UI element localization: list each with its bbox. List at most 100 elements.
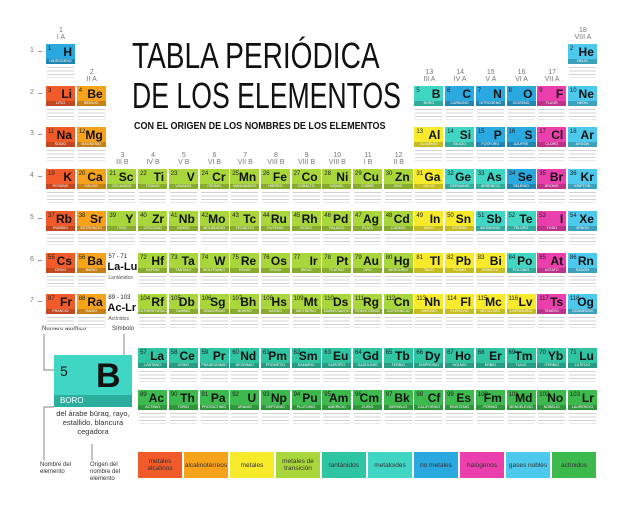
element-band — [353, 348, 382, 363]
atomic-number: 68 — [477, 350, 485, 356]
name-origin-text — [354, 191, 381, 204]
atomic-number: 16 — [508, 129, 516, 136]
element-band — [383, 294, 413, 310]
element-symbol: Lr — [581, 391, 594, 405]
series-placeholder: 89 - 103 Ac-Lr Actínidos — [107, 294, 136, 330]
element-name: OSMIO — [269, 267, 282, 272]
element-name: CALIFORNIO — [417, 405, 440, 409]
element-symbol: Og — [577, 295, 594, 310]
element-symbol: Hs — [271, 295, 287, 310]
element-name: RUTENIO — [267, 225, 284, 230]
element-name: SAMARIO — [297, 363, 315, 367]
element-band — [537, 252, 567, 268]
name-origin-text — [77, 232, 105, 245]
element-band — [46, 127, 75, 143]
name-strip — [46, 100, 75, 106]
element-band — [168, 294, 198, 310]
group-number: 3 — [120, 152, 125, 160]
name-strip — [506, 142, 536, 148]
name-strip — [537, 100, 567, 106]
name-strip — [353, 225, 382, 231]
atomic-number: 11 — [48, 129, 55, 136]
name-strip — [291, 405, 321, 410]
element-cell: 79 Au ORO — [353, 252, 382, 289]
name-strip — [168, 267, 198, 273]
atomic-number: 101 — [508, 392, 519, 398]
name-origin-text — [139, 191, 167, 204]
name-strip — [322, 184, 352, 190]
group-label: VIII B — [328, 159, 346, 167]
element-name: NEODIMIO — [235, 363, 254, 367]
atomic-number: 79 — [355, 254, 362, 261]
element-name: NITRÓGENO — [479, 100, 502, 105]
element-symbol: Fm — [483, 391, 502, 405]
element-band — [445, 252, 475, 268]
name-origin-text — [77, 149, 105, 162]
name-strip — [46, 309, 75, 315]
name-origin-text — [77, 191, 105, 204]
element-band — [383, 252, 413, 268]
atomic-number: 59 — [201, 350, 209, 356]
name-origin-text — [77, 316, 105, 329]
element-symbol: I — [559, 211, 564, 226]
element-band — [230, 169, 260, 185]
group-number: 17 — [548, 68, 557, 76]
element-cell: 9 F FLÚOR — [537, 85, 567, 122]
element-symbol: Zn — [395, 170, 410, 185]
element-cell: 105 Db DUBNIO — [168, 294, 198, 330]
atomic-number: 113 — [416, 296, 426, 303]
atomic-number: 89 — [140, 392, 147, 398]
element-name: ACTINIO — [145, 405, 160, 409]
atomic-number: 25 — [232, 171, 239, 178]
atomic-number: 12 — [78, 129, 86, 136]
element-band — [537, 348, 567, 363]
name-strip — [567, 309, 597, 315]
element-band — [260, 294, 290, 310]
atomic-number: 30 — [385, 171, 393, 178]
name-origin-text — [139, 316, 167, 329]
name-strip — [76, 184, 106, 190]
name-origin-text — [446, 107, 474, 120]
element-symbol: Tb — [395, 349, 410, 363]
element-cell: 114 Fl FLEROVIO — [445, 294, 475, 330]
element-band — [107, 210, 137, 226]
legend-item: gases nobles — [506, 452, 550, 478]
name-strip — [537, 267, 567, 273]
element-cell: 52 Te TELURO — [506, 210, 536, 247]
element-band — [46, 85, 75, 101]
element-cell: 115 Mc MOSCOVIO — [475, 294, 505, 330]
atomic-number: 73 — [170, 254, 178, 261]
element-name: HAFNIO — [145, 267, 160, 272]
atomic-number: 27 — [293, 171, 301, 178]
element-cell: 85 At ASTATO — [537, 252, 567, 289]
atomic-number: 56 — [78, 254, 86, 261]
atomic-number: 76 — [262, 254, 270, 261]
element-cell: 93 Np NEPTUNIO — [260, 390, 290, 426]
atomic-number: 92 — [232, 392, 239, 398]
legend-item: actínidos — [552, 452, 596, 478]
name-strip — [383, 405, 413, 410]
group-label: VI A — [515, 75, 528, 83]
name-origin-text — [568, 316, 596, 329]
element-symbol: C — [462, 86, 472, 101]
element-cell: 98 Cf CALIFORNIO — [414, 390, 444, 426]
placeholder-symbols: Ac-Lr — [107, 302, 137, 315]
name-origin-text — [292, 412, 320, 424]
name-strip — [353, 184, 382, 190]
name-origin-text — [476, 191, 504, 204]
name-strip — [230, 405, 260, 410]
atomic-number: 48 — [385, 212, 393, 219]
name-origin-text — [169, 370, 197, 382]
name-strip — [168, 405, 198, 410]
element-symbol: Na — [56, 128, 72, 143]
element-band — [506, 252, 536, 268]
element-cell: 74 W WOLFRAMIO — [199, 252, 229, 289]
element-symbol: Es — [456, 391, 472, 405]
element-band — [138, 252, 168, 268]
name-origin-text — [323, 316, 351, 329]
period-label: 2 — [30, 88, 34, 96]
element-band — [138, 390, 168, 405]
element-band — [199, 210, 229, 226]
element-name: TORIO — [177, 405, 189, 409]
element-band — [199, 390, 229, 405]
